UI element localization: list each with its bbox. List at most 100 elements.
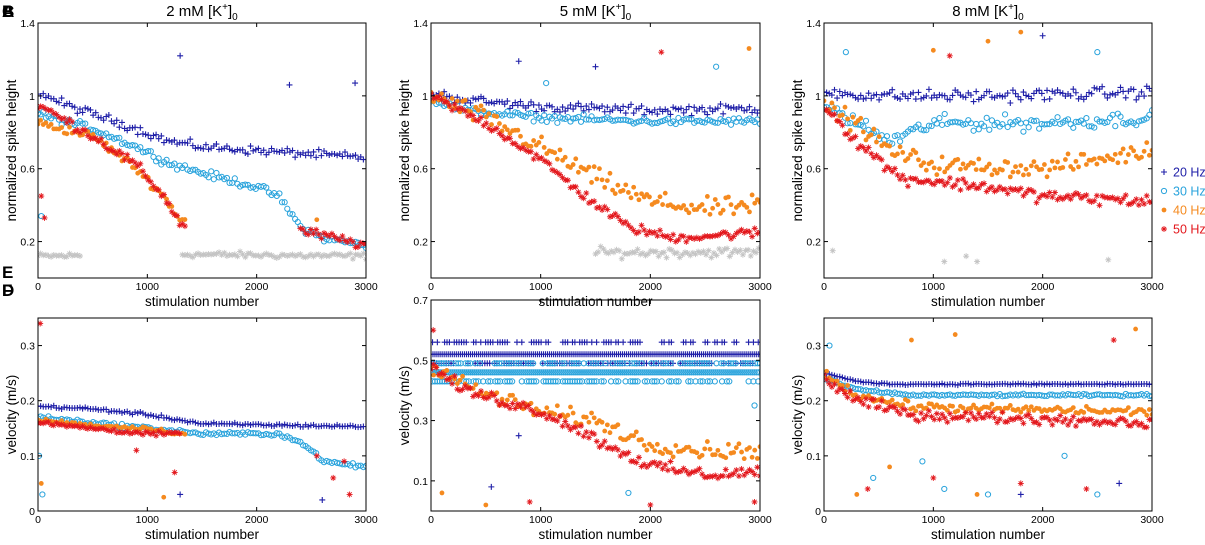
data-point-30hz bbox=[581, 369, 589, 376]
data-point-20hz bbox=[150, 132, 157, 139]
data-point-20hz bbox=[585, 106, 592, 113]
data-point-40hz bbox=[1023, 166, 1029, 172]
data-point-50hz bbox=[179, 220, 186, 227]
data-points bbox=[431, 327, 760, 508]
data-point-30hz bbox=[889, 140, 896, 147]
data-point-20hz bbox=[967, 92, 974, 99]
data-point-outlier bbox=[751, 402, 758, 409]
data-point-20hz bbox=[158, 132, 165, 139]
data-point-50hz bbox=[1070, 413, 1077, 420]
data-point-20hz bbox=[349, 152, 356, 159]
data-point-50hz bbox=[499, 399, 506, 406]
data-point-20hz bbox=[699, 104, 706, 111]
data-point-40hz bbox=[499, 396, 505, 402]
data-point-50hz bbox=[485, 125, 492, 132]
data-point-20hz bbox=[38, 91, 41, 98]
data-point-50hz bbox=[105, 427, 112, 434]
data-point-50hz bbox=[564, 422, 571, 429]
data-point-30hz bbox=[552, 369, 559, 376]
data-point-20hz bbox=[202, 141, 209, 148]
data-point-outlier bbox=[515, 432, 522, 439]
data-point-50hz bbox=[103, 426, 110, 433]
panel-letter: D bbox=[2, 281, 14, 300]
data-point-50hz bbox=[174, 212, 181, 219]
panel-letter: F bbox=[2, 281, 12, 300]
data-point-20hz bbox=[145, 132, 152, 139]
data-point-50hz bbox=[546, 412, 553, 419]
data-point-50hz bbox=[836, 385, 843, 392]
data-point-30hz bbox=[289, 211, 296, 218]
data-point-40hz bbox=[858, 115, 864, 121]
data-point-30hz bbox=[743, 369, 750, 376]
data-point-20hz bbox=[868, 95, 875, 102]
data-point-50hz bbox=[680, 465, 687, 472]
data-point-40hz bbox=[586, 419, 592, 425]
data-point-30hz bbox=[171, 160, 178, 167]
data-point-40hz bbox=[512, 397, 518, 402]
data-point-40hz bbox=[971, 402, 976, 408]
x-tick-label: 2000 bbox=[1031, 281, 1055, 293]
data-point-50hz bbox=[1114, 195, 1121, 202]
data-point-50hz bbox=[441, 99, 448, 106]
data-point-50hz bbox=[496, 130, 503, 137]
data-point-30hz bbox=[907, 125, 914, 133]
data-point-50hz bbox=[844, 394, 851, 401]
data-point-30hz bbox=[543, 118, 550, 125]
data-point-30hz bbox=[1112, 123, 1119, 130]
data-point-50hz bbox=[1025, 411, 1032, 418]
data-point-40hz bbox=[591, 415, 597, 421]
data-point-30hz bbox=[741, 369, 748, 376]
data-point-50hz bbox=[683, 238, 690, 245]
data-point-30hz bbox=[712, 369, 719, 376]
data-point-20hz bbox=[255, 145, 262, 152]
x-tick-label: 1000 bbox=[529, 281, 553, 293]
data-point-inactive bbox=[616, 247, 623, 254]
data-point-20hz bbox=[1130, 86, 1137, 93]
data-point-50hz bbox=[1080, 415, 1087, 422]
data-point-40hz bbox=[570, 162, 576, 167]
data-point-20hz bbox=[609, 107, 616, 114]
x-axis-label: stimulation number bbox=[145, 294, 260, 309]
data-point-50hz bbox=[986, 185, 993, 192]
data-point-20hz bbox=[1015, 380, 1022, 387]
data-point-outlier bbox=[647, 501, 654, 508]
data-point-40hz bbox=[1023, 404, 1029, 410]
data-point-50hz bbox=[973, 416, 980, 423]
data-point-40hz bbox=[752, 200, 758, 206]
data-point-20hz bbox=[704, 111, 711, 118]
data-point-30hz bbox=[722, 369, 729, 376]
data-point-20hz bbox=[1109, 90, 1116, 97]
data-point-40hz bbox=[839, 383, 845, 388]
data-point-40hz bbox=[829, 100, 835, 106]
data-point-20hz bbox=[593, 339, 600, 346]
data-point-20hz bbox=[722, 102, 729, 109]
data-point-50hz bbox=[954, 414, 961, 421]
data-point-50hz bbox=[1122, 418, 1129, 425]
data-point-30hz bbox=[268, 432, 275, 439]
data-point-inactive bbox=[205, 251, 212, 258]
data-point-outlier bbox=[1039, 32, 1046, 39]
data-point-50hz bbox=[685, 471, 692, 478]
data-point-30hz bbox=[564, 369, 571, 376]
data-point-40hz bbox=[989, 172, 995, 178]
data-point-20hz bbox=[38, 403, 44, 410]
data-point-inactive bbox=[687, 252, 694, 259]
data-point-20hz bbox=[126, 410, 133, 417]
data-point-30hz bbox=[672, 120, 679, 128]
data-point-50hz bbox=[693, 234, 700, 241]
data-point-40hz bbox=[631, 184, 637, 190]
data-point-20hz bbox=[533, 108, 540, 115]
data-point-40hz bbox=[544, 405, 550, 411]
data-point-40hz bbox=[842, 104, 848, 110]
y-tick-label: 1.4 bbox=[20, 18, 35, 30]
data-point-20hz bbox=[1075, 380, 1082, 387]
data-point-40hz bbox=[597, 166, 602, 172]
data-point-50hz bbox=[1044, 414, 1051, 421]
data-point-30hz bbox=[698, 118, 706, 126]
data-point-30hz bbox=[496, 360, 503, 367]
data-point-20hz bbox=[268, 145, 275, 152]
data-point-30hz bbox=[727, 121, 735, 128]
data-point-50hz bbox=[456, 104, 463, 111]
data-point-50hz bbox=[1017, 185, 1024, 192]
